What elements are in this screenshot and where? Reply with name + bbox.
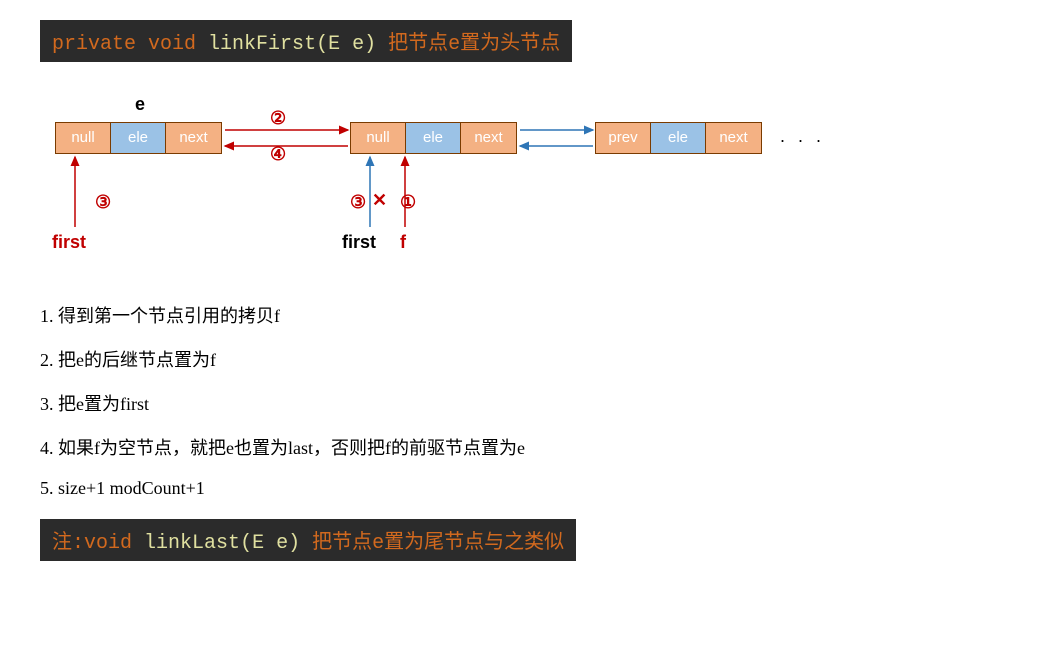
footer-keywords: void bbox=[84, 532, 132, 555]
arrows-overlay bbox=[40, 92, 860, 272]
step-2: 2. 把e的后继节点置为f bbox=[40, 346, 1013, 372]
cross-marker: ✕ bbox=[372, 190, 387, 211]
footer-code-banner: 注:void linkLast(E e) 把节点e置为尾节点与之类似 bbox=[40, 519, 576, 561]
step-marker-1: ① bbox=[400, 192, 416, 213]
node-1-ele: ele bbox=[406, 123, 461, 153]
step-4: 4. 如果f为空节点，就把e也置为last，否则把f的前驱节点置为e bbox=[40, 434, 1013, 460]
node-0-ele: ele bbox=[111, 123, 166, 153]
node-2-next: next bbox=[706, 123, 761, 153]
node-1-next: next bbox=[461, 123, 516, 153]
header-comment: 把节点e置为头节点 bbox=[388, 33, 560, 56]
footer-comment: 把节点e置为尾节点与之类似 bbox=[312, 532, 564, 555]
header-func: linkFirst(E e) bbox=[208, 33, 388, 56]
step-marker-2: ② bbox=[270, 108, 286, 129]
ellipsis: . . . bbox=[780, 126, 825, 147]
node-0-prev: null bbox=[56, 123, 111, 153]
footer-func: linkLast(E e) bbox=[144, 532, 312, 555]
header-code-banner: private void linkFirst(E e) 把节点e置为头节点 bbox=[40, 20, 572, 62]
node-0-next: next bbox=[166, 123, 221, 153]
step-marker-3-left: ③ bbox=[95, 192, 111, 213]
step-marker-4: ④ bbox=[270, 144, 286, 165]
steps-list: 1. 得到第一个节点引用的拷贝f 2. 把e的后继节点置为f 3. 把e置为fi… bbox=[40, 302, 1013, 499]
node-1-prev: null bbox=[351, 123, 406, 153]
node-2: prev ele next bbox=[595, 122, 762, 154]
header-keywords: private void bbox=[52, 33, 196, 56]
step-3: 3. 把e置为first bbox=[40, 390, 1013, 416]
node-2-ele: ele bbox=[651, 123, 706, 153]
step-marker-3-right: ③ bbox=[350, 192, 366, 213]
node-2-prev: prev bbox=[596, 123, 651, 153]
step-5: 5. size+1 modCount+1 bbox=[40, 478, 1013, 499]
label-f: f bbox=[400, 232, 406, 253]
label-first-new: first bbox=[52, 232, 86, 253]
node-1: null ele next bbox=[350, 122, 517, 154]
linked-list-diagram: e null ele next null ele next prev ele n… bbox=[40, 92, 1013, 272]
label-first-old: first bbox=[342, 232, 376, 253]
step-1: 1. 得到第一个节点引用的拷贝f bbox=[40, 302, 1013, 328]
label-e: e bbox=[135, 94, 145, 115]
node-0: null ele next bbox=[55, 122, 222, 154]
footer-prefix: 注: bbox=[52, 532, 84, 555]
